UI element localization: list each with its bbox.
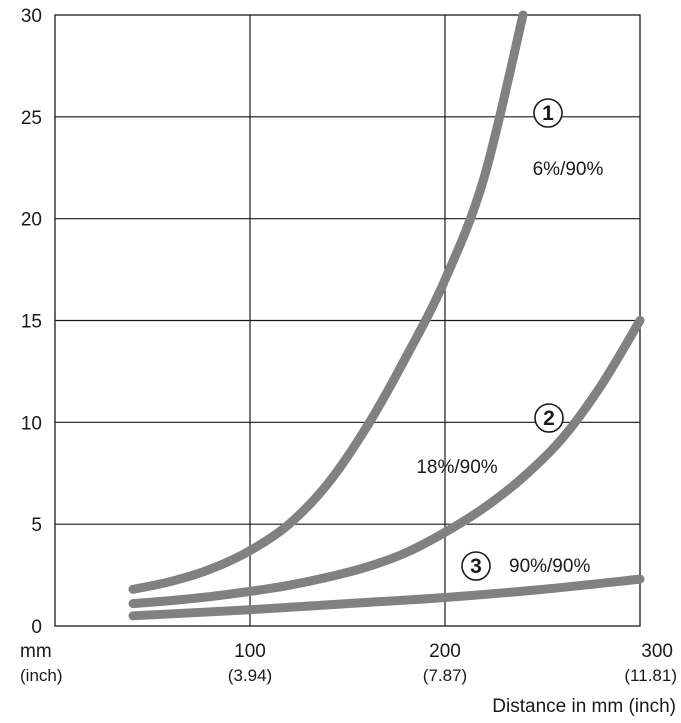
series-marker-number: 3 (470, 555, 482, 578)
y-tick-label: 30 (21, 6, 42, 27)
y-tick-label: 5 (31, 515, 42, 536)
series-annotations: 1 6%/90% 2 18%/90% 3 90%/90% (416, 98, 604, 581)
y-tick-labels: 0 5 10 15 20 25 30 (21, 6, 42, 638)
y-tick-label: 20 (21, 210, 42, 231)
y-tick-label: 25 (21, 108, 42, 129)
series-name-label: 18%/90% (416, 457, 497, 478)
x-tick-label: 200 (429, 641, 461, 662)
series-marker-circle-1 (533, 98, 563, 128)
series-name-label: 90%/90% (509, 556, 590, 577)
y-tick-label: 0 (31, 617, 42, 638)
series-lines (128, 10, 645, 621)
series-marker-number: 1 (542, 102, 554, 125)
series-marker-circle-2 (534, 403, 564, 433)
series-marker-circle-3 (461, 551, 491, 581)
series-line-2 (128, 316, 645, 609)
x-tick-sub-label: (11.81) (624, 666, 677, 685)
x-tick-label: 100 (234, 641, 266, 662)
x-axis-title: Distance in mm (inch) (492, 696, 676, 717)
series-line-3 (128, 574, 645, 621)
series-name-label: 6%/90% (533, 159, 604, 180)
series-marker-number: 2 (543, 407, 555, 430)
x-unit-sub-label: (inch) (20, 666, 63, 685)
x-tick-labels: 100 (3.94) 200 (7.87) 300 (11.81) (228, 641, 677, 685)
series-line-1 (128, 10, 528, 594)
x-tick-sub-label: (7.87) (423, 666, 467, 685)
y-tick-label: 10 (21, 413, 42, 434)
x-tick-label: 300 (641, 641, 673, 662)
x-tick-sub-label: (3.94) (228, 666, 272, 685)
y-tick-label: 15 (21, 312, 42, 333)
x-unit-label: mm (20, 641, 52, 662)
